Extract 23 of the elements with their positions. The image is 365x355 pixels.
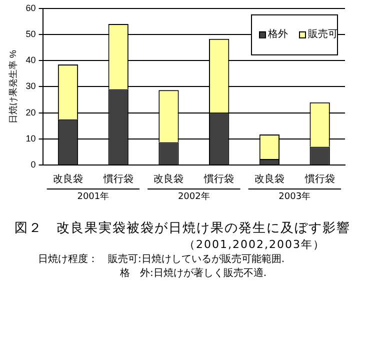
- x-tick-label: 慣行袋: [203, 172, 234, 185]
- y-tick-label: 10: [26, 133, 36, 144]
- y-axis-title: 日焼け果発生率 %: [8, 50, 18, 124]
- legend-label: 販売可: [308, 28, 338, 40]
- text: 図２ 改良果実袋被袋が日焼け果の発生に及ぼす影響: [14, 220, 352, 237]
- x-tick-label: 慣行袋: [304, 172, 335, 185]
- text: （2001,2002,2003年）: [183, 237, 326, 252]
- y-tick-label: 50: [26, 28, 36, 39]
- text: 2003年: [278, 191, 311, 202]
- y-tick-label: 30: [26, 81, 36, 92]
- y-tick-label: 20: [26, 107, 36, 118]
- text: 格 外:日焼けが著しく販売不適.: [120, 266, 268, 280]
- y-tick-label: 60: [26, 2, 36, 13]
- y-tick-label: 40: [26, 55, 36, 66]
- text: 日焼け程度： 販売可:日焼けしているが販売可能範囲.: [38, 252, 286, 266]
- x-tick-label: 改良袋: [254, 172, 284, 185]
- legend-label: 格外: [267, 28, 288, 40]
- x-tick-label: 改良袋: [52, 172, 83, 185]
- y-tick-label: 0: [30, 159, 36, 170]
- text: 2001年: [77, 191, 110, 202]
- x-tick-label: 改良袋: [154, 172, 184, 185]
- text: 2002年: [178, 191, 210, 202]
- x-tick-label: 慣行袋: [102, 172, 134, 185]
